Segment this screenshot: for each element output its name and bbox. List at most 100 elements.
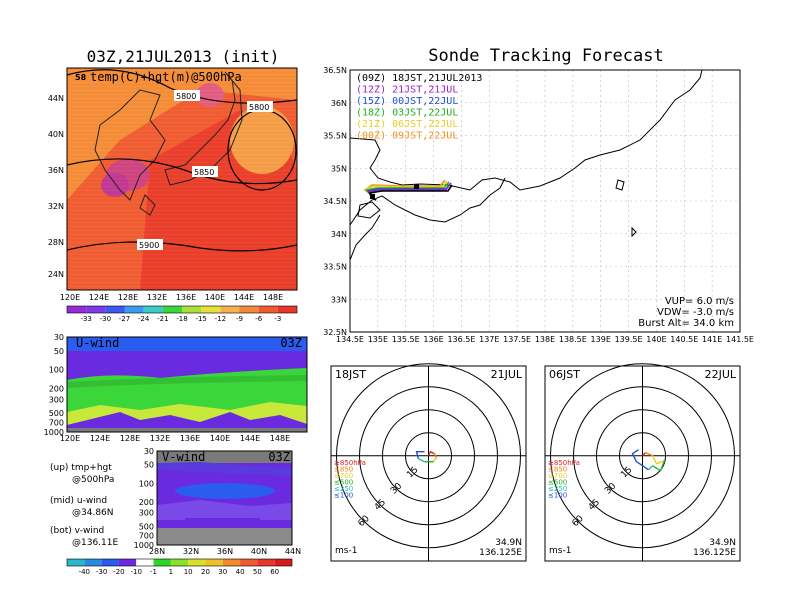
- colorbar-swatch: [105, 306, 125, 313]
- vwind-colorbar-swatch: [257, 559, 275, 566]
- uwind-lon-tick: 144E: [240, 434, 260, 443]
- contour-label-box: [192, 166, 218, 177]
- contour-label-5800b: 5800: [249, 103, 269, 112]
- hodograph-level-label: ≤700: [548, 472, 567, 480]
- uwind-time: 03Z: [280, 336, 302, 350]
- hodograph-date: 22JUL: [705, 368, 737, 381]
- vwind_panel-p-tick: 300: [139, 509, 154, 518]
- track-legend: (09Z) 18JST,21JUL2013(12Z) 21JST,21JUL(1…: [356, 73, 482, 142]
- track-lon-tick: 135.5E: [392, 335, 420, 344]
- map-lat-tick: 44N: [48, 94, 64, 103]
- vwind_panel-p-tick: 50: [144, 461, 154, 470]
- contour-label-5900: 5900: [139, 241, 159, 250]
- contour-label-58: 58: [75, 73, 87, 82]
- vwind-lat-tick: 36N: [217, 547, 233, 556]
- map-lat-ticks: 44N 40N 36N 32N 28N 24N: [48, 94, 64, 279]
- track-lon-tick: 139.5E: [615, 335, 643, 344]
- hodograph-trace: [433, 453, 438, 459]
- note-mid-1: (mid) u-wind: [50, 496, 107, 506]
- vwind-colorbar-label: -40: [79, 568, 90, 576]
- vwind-lat-tick: 40N: [251, 547, 267, 556]
- hodograph-trace: [645, 452, 653, 457]
- colorbar-swatch: [124, 306, 144, 313]
- hodograph-level-label: ≤250: [548, 485, 567, 493]
- vwind_panel-p-tick: 700: [139, 531, 154, 540]
- colorbar-label: -21: [157, 315, 168, 323]
- hodograph-trace: [432, 457, 438, 463]
- vwind-colorbar-swatch: [84, 559, 102, 566]
- colorbar-label: -3: [274, 315, 281, 323]
- hodograph-time: 06JST: [549, 368, 580, 381]
- vwind-colorbar-label: -30: [96, 568, 107, 576]
- map-lon-ticks: 120E 124E 128E 132E 136E 140E 144E 148E: [60, 293, 283, 302]
- vwind-colorbar-swatch: [240, 559, 258, 566]
- track-lat-tick: 34.5N: [323, 197, 347, 206]
- track-legend-run: (15Z) 00JST,22JUL: [356, 96, 458, 107]
- map-lon-tick: 132E: [147, 293, 167, 302]
- track-lon-tick: 136.5E: [447, 335, 475, 344]
- hodograph-time: 18JST: [335, 368, 366, 381]
- note-up-2: @500hPa: [72, 475, 114, 485]
- note-mid-2: @34.86N: [72, 508, 114, 518]
- map-lat-tick: 28N: [48, 238, 64, 247]
- vwind-colorbar-swatch: [118, 559, 137, 566]
- track-lon-tick: 137E: [479, 335, 499, 344]
- map-lat-tick: 32N: [48, 202, 64, 211]
- vwind_panel-p-tick: 30: [144, 447, 154, 456]
- vwind-colorbar-swatch: [205, 559, 223, 566]
- contour-label-box: [247, 101, 273, 112]
- hodograph-trace: [648, 465, 653, 471]
- vwind-colorbar-swatch: [67, 559, 85, 566]
- uwind_panel-p-tick: 1000: [44, 428, 64, 437]
- map-frame: [66, 67, 298, 291]
- hodograph-level-label: ≤500: [334, 479, 353, 487]
- colorbar-label: -15: [195, 315, 206, 323]
- map-lon-tick: 128E: [118, 293, 138, 302]
- vwind-colorbar-label: 30: [218, 568, 227, 576]
- hodograph-trace: [651, 455, 665, 465]
- vwind-colorbar-swatch: [170, 559, 189, 566]
- hodograph-lon: 136.125E: [693, 548, 736, 558]
- hodograph-trace: [415, 451, 425, 459]
- track-lat-tick: 32.5N: [323, 328, 347, 337]
- track-lat-tick: 35.5N: [323, 132, 347, 141]
- hodograph-unit: ms-1: [335, 546, 357, 556]
- track-lon-tick: 140E: [646, 335, 666, 344]
- vwind-colorbar-swatch: [222, 559, 241, 566]
- contour-label-5800a: 5800: [176, 92, 196, 101]
- track-lon-tick: 138.5E: [559, 335, 587, 344]
- uwind-label: U-wind: [76, 336, 119, 350]
- colorbar-label: -12: [215, 315, 226, 323]
- uwind-lon-tick: 148E: [270, 434, 290, 443]
- track-lon-tick: 141.5E: [726, 335, 754, 344]
- map-lon-tick: 136E: [176, 293, 196, 302]
- vwind-colorbar-label: 60: [270, 568, 279, 576]
- note-bot-2: @136.11E: [72, 538, 118, 548]
- hodograph-level-label: ≥850hPa: [548, 459, 580, 467]
- vwind-colorbar-label: 40: [236, 568, 245, 576]
- uwind_panel-p-tick: 500: [49, 409, 64, 418]
- track-lon-tick: 141E: [702, 335, 722, 344]
- vwind-lat-tick: 28N: [149, 547, 165, 556]
- colorbar-swatch: [201, 306, 221, 313]
- uwind-section: [66, 337, 308, 432]
- uwind_panel-p-tick: 100: [49, 366, 64, 375]
- map-lat-tick: 36N: [48, 166, 64, 175]
- colorbar-swatch: [143, 306, 163, 313]
- vwind-colorbar-swatch: [136, 559, 154, 566]
- hodograph-level-label: ≤700: [334, 472, 353, 480]
- note-up-1: (up) tmp+hgt: [50, 463, 112, 473]
- track-title: Sonde Tracking Forecast: [428, 46, 663, 66]
- track-lon-tick: 136E: [423, 335, 443, 344]
- burst-marker: [414, 184, 419, 189]
- hodograph-trace: [652, 460, 666, 472]
- vwind-lat-ticks: 28N 32N 36N 40N 44N: [149, 547, 301, 556]
- vwind-colorbar-label: 20: [201, 568, 210, 576]
- hodograph-level-label: ≥850hPa: [334, 459, 366, 467]
- map-field-label: temp(C)+hgt(m)@500hPa: [90, 70, 242, 84]
- track-lat-tick: 33.5N: [323, 263, 347, 272]
